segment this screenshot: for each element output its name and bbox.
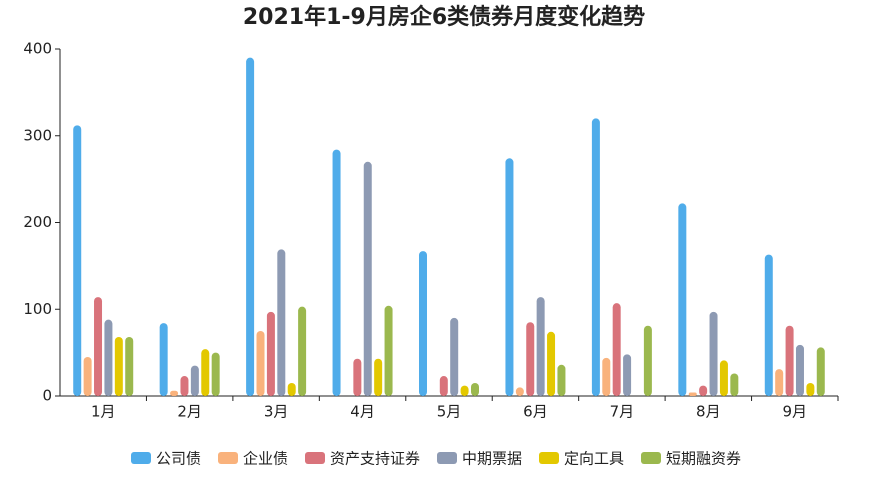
bar xyxy=(190,365,199,396)
bar xyxy=(439,376,448,396)
x-tick-label: 4月 xyxy=(350,403,375,421)
bar xyxy=(170,390,179,396)
bar xyxy=(83,356,92,396)
bar xyxy=(159,323,168,396)
bar xyxy=(547,331,556,396)
bar xyxy=(612,303,621,396)
legend-label: 资产支持证券 xyxy=(330,450,420,468)
bar xyxy=(688,392,697,396)
bar xyxy=(471,382,479,396)
bar xyxy=(287,382,296,396)
bar xyxy=(643,325,652,396)
bar xyxy=(94,297,103,396)
bar xyxy=(557,364,566,396)
bar xyxy=(374,358,383,396)
bar xyxy=(591,118,600,397)
bar xyxy=(266,311,275,396)
y-tick-label: 0 xyxy=(42,387,52,405)
bar xyxy=(764,254,773,396)
bar xyxy=(298,306,307,396)
y-tick-label: 400 xyxy=(23,40,52,58)
legend-swatch xyxy=(641,452,661,464)
bar xyxy=(515,387,524,396)
legend-swatch xyxy=(437,452,457,464)
bar xyxy=(623,354,632,396)
legend-label: 中期票据 xyxy=(462,450,522,468)
bar xyxy=(363,161,372,396)
bar xyxy=(602,357,611,396)
legend-label: 公司债 xyxy=(156,450,201,468)
bar xyxy=(353,358,362,396)
bar xyxy=(816,347,825,396)
bar xyxy=(460,385,469,396)
x-tick-label: 9月 xyxy=(783,403,808,421)
x-tick-label: 5月 xyxy=(437,403,462,421)
bar xyxy=(678,203,687,396)
bar xyxy=(114,337,123,396)
y-tick-label: 200 xyxy=(23,213,52,231)
x-tick-label: 2月 xyxy=(177,403,202,421)
x-tick-label: 7月 xyxy=(610,403,635,421)
bar xyxy=(709,311,718,396)
bar xyxy=(795,344,804,396)
bar xyxy=(125,337,134,396)
bar xyxy=(785,325,794,396)
bar xyxy=(450,317,459,396)
legend-swatch xyxy=(539,452,559,464)
bar xyxy=(526,322,535,396)
x-tick-label: 3月 xyxy=(264,403,289,421)
y-tick-label: 100 xyxy=(23,300,52,318)
bar xyxy=(775,369,784,396)
bar xyxy=(246,57,255,397)
bar xyxy=(536,297,545,396)
bar xyxy=(806,382,815,396)
legend-swatch xyxy=(131,452,151,464)
legend-label: 企业债 xyxy=(243,450,288,468)
bar xyxy=(384,305,393,396)
bar xyxy=(332,149,341,396)
bar xyxy=(699,385,708,396)
bar xyxy=(211,352,220,396)
chart-title: 2021年1-9月房企6类债券月度变化趋势 xyxy=(243,4,645,30)
bar xyxy=(180,376,189,396)
x-tick-label: 8月 xyxy=(696,403,721,421)
bar xyxy=(104,319,113,396)
bar xyxy=(277,249,286,396)
bar xyxy=(201,349,210,396)
bar xyxy=(719,360,728,396)
legend-label: 短期融资券 xyxy=(666,450,741,468)
legend-swatch xyxy=(305,452,325,464)
legend-label: 定向工具 xyxy=(564,450,624,468)
x-tick-label: 6月 xyxy=(523,403,548,421)
bar xyxy=(73,125,82,396)
bar xyxy=(256,330,265,396)
bar xyxy=(419,251,427,396)
x-tick-label: 1月 xyxy=(91,403,116,421)
y-tick-label: 300 xyxy=(23,126,52,144)
bar xyxy=(730,373,739,396)
legend-swatch xyxy=(218,452,238,464)
bar xyxy=(505,158,514,396)
